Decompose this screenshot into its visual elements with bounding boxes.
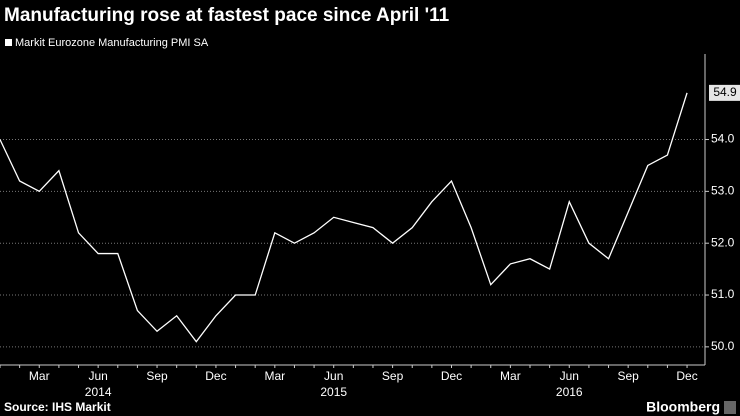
x-tick-label: Jun bbox=[560, 369, 579, 383]
y-tick-label: 54.0 bbox=[711, 132, 735, 146]
x-group-label: 2016 bbox=[556, 385, 583, 399]
brand-icon bbox=[724, 401, 736, 414]
last-value-box bbox=[709, 84, 740, 101]
x-group-label: 2015 bbox=[320, 385, 347, 399]
brand: Bloomberg bbox=[646, 399, 720, 415]
x-tick-label: Dec bbox=[676, 369, 697, 383]
legend-label: Markit Eurozone Manufacturing PMI SA bbox=[15, 37, 209, 49]
legend-swatch bbox=[5, 39, 12, 46]
x-tick-label: Mar bbox=[500, 369, 521, 383]
chart-title: Manufacturing rose at fastest pace since… bbox=[4, 5, 450, 26]
x-tick-label: Mar bbox=[29, 369, 50, 383]
x-tick-label: Sep bbox=[382, 369, 404, 383]
x-tick-label: Sep bbox=[617, 369, 639, 383]
x-tick-label: Jun bbox=[88, 369, 107, 383]
x-tick-label: Dec bbox=[205, 369, 226, 383]
x-tick-label: Mar bbox=[264, 369, 285, 383]
line bbox=[0, 92, 688, 343]
source: Source: IHS Markit bbox=[4, 400, 111, 414]
last-value-label: 54.9 bbox=[713, 85, 737, 99]
y-tick-label: 53.0 bbox=[711, 184, 735, 198]
x-tick-label: Dec bbox=[441, 369, 462, 383]
x-group-label: 2014 bbox=[85, 385, 112, 399]
x-tick-label: Sep bbox=[146, 369, 168, 383]
y-tick-label: 52.0 bbox=[711, 235, 735, 249]
y-tick-label: 51.0 bbox=[711, 287, 735, 301]
x-tick-label: Jun bbox=[324, 369, 343, 383]
y-tick-label: 50.0 bbox=[711, 339, 735, 353]
